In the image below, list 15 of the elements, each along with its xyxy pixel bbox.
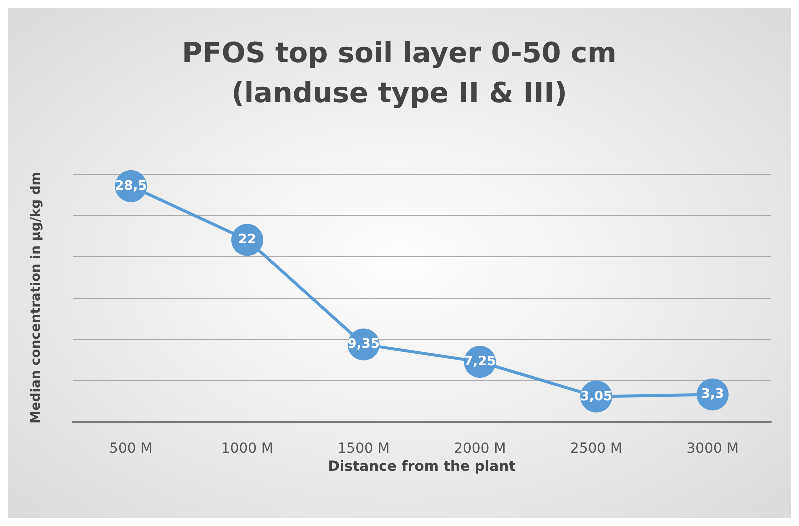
chart-title: PFOS top soil layer 0-50 cm (landuse type II & III) (182, 36, 617, 110)
x-axis-title: Distance from the plant (328, 459, 516, 475)
data-label: 3,3 (701, 387, 724, 402)
data-label: 28,5 (115, 178, 148, 194)
x-tick-label: 2500 M (570, 441, 623, 457)
x-tick-label: 500 M (110, 441, 153, 457)
data-label: 22 (238, 232, 257, 248)
data-label: 9,35 (348, 337, 380, 352)
x-tick-label: 1500 M (338, 441, 390, 457)
data-label: 7,25 (464, 354, 496, 370)
x-tick-label: 1000 M (221, 441, 274, 457)
x-tick-label: 3000 M (686, 441, 739, 457)
x-tick-label: 2000 M (454, 441, 506, 457)
data-label: 3,05 (580, 389, 613, 404)
y-axis-title: Median concentration in µg/kg dm (29, 172, 44, 424)
